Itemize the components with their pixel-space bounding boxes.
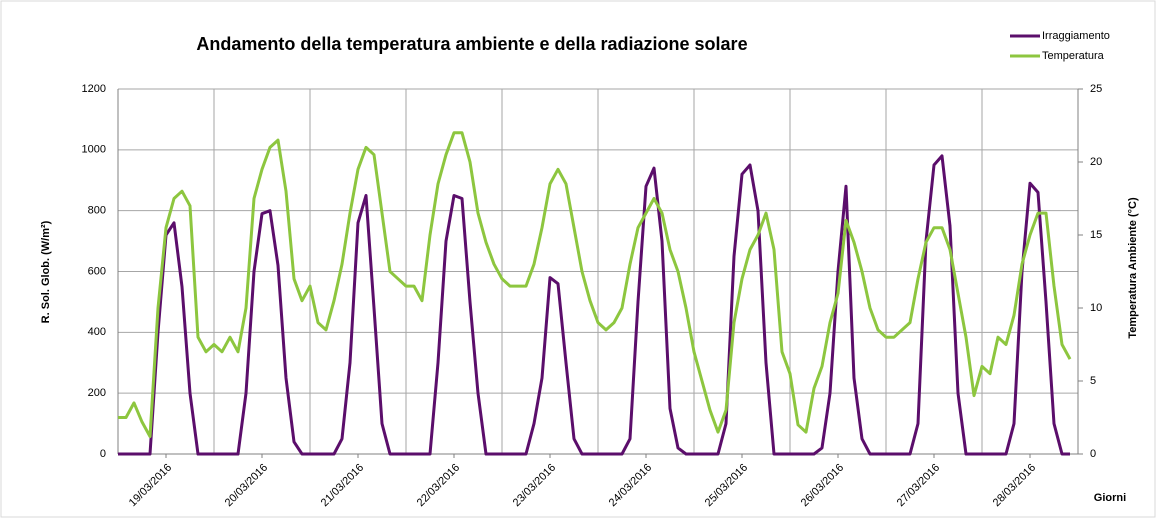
- x-axis-title: Giorni: [1094, 492, 1126, 504]
- y-tick-label: 1200: [82, 83, 106, 95]
- y-axis-title: R. Sol. Glob. (W/m²): [40, 220, 52, 323]
- legend-label: Temperatura: [1042, 50, 1105, 62]
- y2-tick-label: 25: [1090, 83, 1102, 95]
- y-tick-label: 0: [100, 448, 106, 460]
- y2-tick-label: 15: [1090, 229, 1102, 241]
- y-tick-label: 400: [88, 326, 106, 338]
- y-tick-label: 600: [88, 265, 106, 277]
- y2-tick-label: 5: [1090, 375, 1096, 387]
- y2-tick-label: 0: [1090, 448, 1096, 460]
- y2-tick-label: 20: [1090, 156, 1102, 168]
- y-tick-label: 800: [88, 205, 106, 217]
- y2-tick-label: 10: [1090, 302, 1102, 314]
- y-tick-label: 1000: [82, 144, 106, 156]
- series-line: [118, 154, 1070, 456]
- chart-title: Andamento della temperatura ambiente e d…: [196, 34, 747, 54]
- y2-axis-title: Temperatura Ambiente (°C): [1127, 197, 1139, 339]
- legend-label: Irraggiamento: [1042, 30, 1110, 42]
- y-tick-label: 200: [88, 387, 106, 399]
- series-line: [118, 131, 1072, 438]
